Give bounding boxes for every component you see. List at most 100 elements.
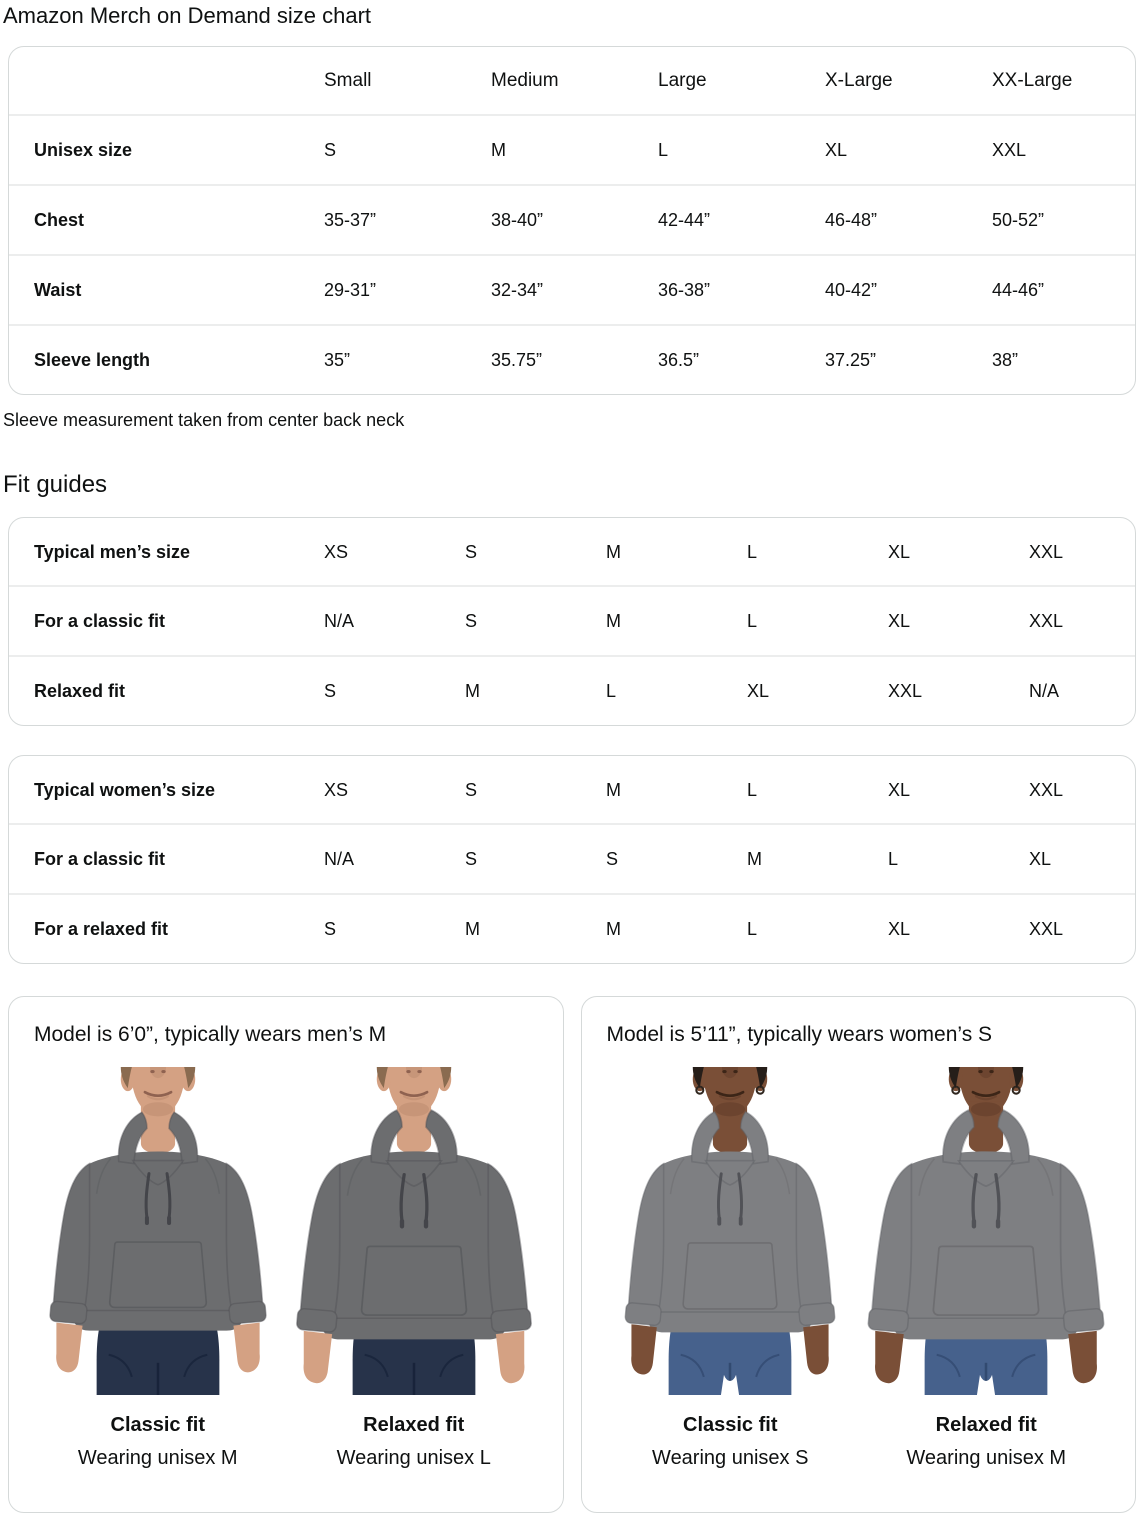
table-cell: 29-31” <box>324 280 377 300</box>
table-header-row: Small Medium Large X-Large XX-Large <box>9 47 1135 114</box>
table-cell: 38-40” <box>491 210 544 230</box>
figure-women-relaxed: Relaxed fit Wearing unisex M <box>860 1063 1113 1470</box>
table-row: Waist 29-31” 32-34” 36-38” 40-42” 44-46” <box>9 254 1135 324</box>
table-cell: 40-42” <box>825 280 878 300</box>
table-cell: XL <box>888 779 911 800</box>
model-card-heading: Model is 5’11”, typically wears women’s … <box>606 1023 993 1046</box>
hoodie-graphic <box>49 1111 267 1373</box>
table-cell: XXL <box>1029 919 1064 939</box>
table-cell: XS <box>324 779 349 800</box>
table-cell: XL <box>888 611 911 631</box>
model-card-heading: Model is 6’0”, typically wears men’s M <box>34 1023 387 1046</box>
table-cell: S <box>324 919 337 939</box>
head-graphic <box>120 1067 195 1154</box>
row-label: For a relaxed fit <box>34 919 169 939</box>
table-cell: 32-34” <box>491 280 544 300</box>
table-cell: 35.75” <box>491 350 543 370</box>
hoodie-graphic <box>867 1109 1105 1384</box>
row-label: Typical men’s size <box>34 541 191 562</box>
head-graphic <box>949 1067 1024 1154</box>
table-cell: 44-46” <box>992 280 1045 300</box>
table-cell: M <box>606 779 621 800</box>
table-cell: 42-44” <box>658 210 711 230</box>
table-cell: N/A <box>324 611 355 631</box>
womens-model-card: Model is 5’11”, typically wears women’s … <box>580 996 1136 1513</box>
row-label: Unisex size <box>34 140 133 160</box>
model-photo-men-relaxed <box>287 1063 540 1395</box>
jeans-graphic <box>668 1314 792 1395</box>
column-header: XX-Large <box>992 69 1073 91</box>
row-label: Sleeve length <box>34 350 151 370</box>
table-cell: XL <box>825 140 848 160</box>
table-cell: XXL <box>1029 611 1064 631</box>
page-title: Amazon Merch on Demand size chart <box>3 3 372 28</box>
table-row: Chest 35-37” 38-40” 42-44” 46-48” 50-52” <box>9 184 1135 254</box>
table-row: Unisex size S M L XL XXL <box>9 114 1135 184</box>
table-cell: M <box>606 919 621 939</box>
table-cell: XL <box>888 919 911 939</box>
size-chart-table: Small Medium Large X-Large XX-Large Unis… <box>8 46 1136 395</box>
table-row: For a relaxed fit S M M L XL XXL <box>9 893 1135 963</box>
table-cell: S <box>606 849 619 869</box>
fit-label: Relaxed fit <box>935 1414 1037 1436</box>
row-label: Typical women’s size <box>34 779 216 800</box>
row-label: Relaxed fit <box>34 681 126 701</box>
table-cell: 46-48” <box>825 210 878 230</box>
table-row: Sleeve length 35” 35.75” 36.5” 37.25” 38… <box>9 324 1135 394</box>
table-row: Typical men’s size XS S M L XL XXL <box>9 518 1135 585</box>
model-photo-women-relaxed <box>860 1063 1113 1395</box>
figure-men-classic: Classic fit Wearing unisex M <box>31 1063 284 1470</box>
table-row: For a classic fit N/A S M L XL XXL <box>9 585 1135 655</box>
table-cell: N/A <box>324 849 355 869</box>
hoodie-graphic <box>624 1110 836 1375</box>
table-cell: S <box>465 849 478 869</box>
column-header: Large <box>658 69 707 91</box>
model-photo-men-classic <box>31 1063 284 1395</box>
row-label: For a classic fit <box>34 611 166 631</box>
table-cell: XXL <box>888 681 923 701</box>
row-label: Chest <box>34 210 85 230</box>
jeans-graphic <box>96 1314 220 1395</box>
figures-row: Classic fit Wearing unisex S <box>582 1063 1136 1470</box>
table-cell: XS <box>324 541 349 562</box>
column-header: X-Large <box>825 69 893 91</box>
table-cell: XL <box>747 681 770 701</box>
table-cell: 50-52” <box>992 210 1045 230</box>
table-cell: M <box>606 611 621 631</box>
table-cell: 36.5” <box>658 350 700 370</box>
head-graphic <box>693 1067 768 1154</box>
table-cell: L <box>658 140 669 160</box>
table-cell: L <box>747 541 758 562</box>
table-cell: S <box>465 779 478 800</box>
table-cell: XL <box>1029 849 1052 869</box>
fit-label: Classic fit <box>683 1414 778 1436</box>
table-cell: 36-38” <box>658 280 711 300</box>
table-cell: M <box>465 919 480 939</box>
wearing-label: Wearing unisex S <box>652 1447 809 1469</box>
figure-men-relaxed: Relaxed fit Wearing unisex L <box>287 1063 540 1470</box>
table-cell: 38” <box>992 350 1019 370</box>
table-cell: S <box>324 681 337 701</box>
mens-model-card: Model is 6’0”, typically wears men’s M <box>8 996 564 1513</box>
table-cell: L <box>606 681 617 701</box>
table-cell: M <box>491 140 506 160</box>
table-cell: L <box>747 611 758 631</box>
wearing-label: Wearing unisex M <box>906 1447 1067 1469</box>
fit-label: Classic fit <box>110 1414 205 1436</box>
table-cell: S <box>465 541 478 562</box>
table-cell: M <box>465 681 480 701</box>
fit-label: Relaxed fit <box>363 1414 465 1436</box>
figures-row: Classic fit Wearing unisex M <box>9 1063 563 1470</box>
table-cell: M <box>747 849 762 869</box>
table-cell: XXL <box>1029 779 1064 800</box>
table-cell: S <box>324 140 337 160</box>
table-cell: S <box>465 611 478 631</box>
wearing-label: Wearing unisex L <box>336 1447 491 1469</box>
table-cell: N/A <box>1029 681 1060 701</box>
table-cell: 35” <box>324 350 351 370</box>
head-graphic <box>376 1067 451 1154</box>
table-cell: M <box>606 541 621 562</box>
table-cell: L <box>747 779 758 800</box>
fit-guides-heading: Fit guides <box>3 471 108 498</box>
